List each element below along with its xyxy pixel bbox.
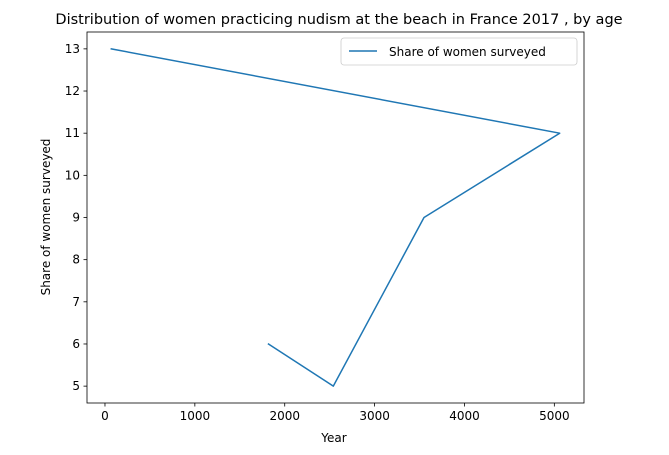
y-tick-label: 13 bbox=[65, 42, 80, 56]
y-tick-label: 9 bbox=[72, 211, 80, 225]
legend-label: Share of women surveyed bbox=[389, 45, 546, 59]
y-tick-label: 5 bbox=[72, 379, 80, 393]
x-tick-label: 3000 bbox=[359, 409, 390, 423]
x-tick-label: 1000 bbox=[180, 409, 211, 423]
y-tick-label: 6 bbox=[72, 337, 80, 351]
series-line-0 bbox=[110, 48, 561, 387]
y-tick-label: 11 bbox=[65, 126, 80, 140]
x-tick-label: 5000 bbox=[539, 409, 570, 423]
y-tick-label: 7 bbox=[72, 295, 80, 309]
y-tick-label: 10 bbox=[65, 168, 80, 182]
chart-title: Distribution of women practicing nudism … bbox=[55, 12, 622, 28]
plot-frame bbox=[86, 31, 585, 404]
plot-area: 0 1000 2000 3000 4000 5000 5 6 7 8 9 10 11 12 13 bbox=[65, 31, 585, 423]
x-axis-label: Year bbox=[320, 431, 346, 445]
x-tick-label: 0 bbox=[101, 409, 109, 423]
legend-box bbox=[340, 37, 578, 66]
y-axis-label: Share of women surveyed bbox=[39, 139, 53, 296]
x-tick-label: 2000 bbox=[269, 409, 300, 423]
y-tick-label: 12 bbox=[65, 84, 80, 98]
legend: Share of women surveyed bbox=[340, 37, 578, 66]
x-tick-label: 4000 bbox=[449, 409, 480, 423]
y-tick-label: 8 bbox=[72, 253, 80, 267]
